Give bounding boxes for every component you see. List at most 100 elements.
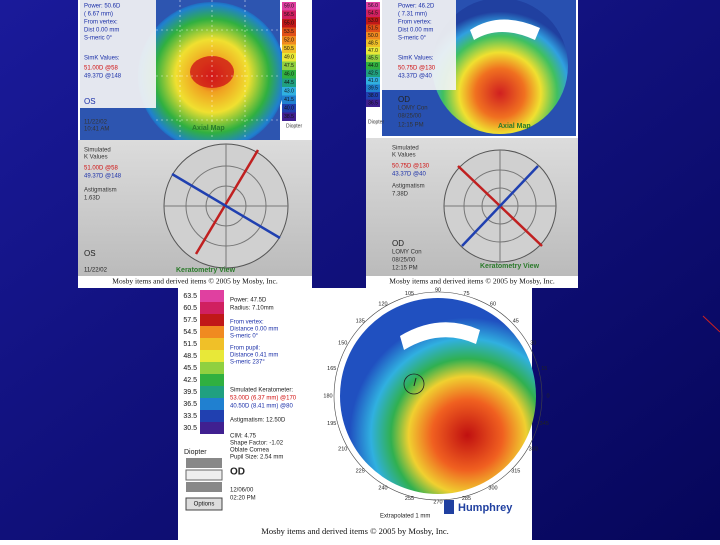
scale-label: 49.0 (284, 55, 294, 61)
k-value: 53.00D (6.37 mm) @170 (230, 396, 297, 402)
kview-steep-axis (194, 149, 260, 255)
panel-bottom: 63.5 60.5 57.5 54.5 51.5 48.5 45.5 42.5 39.5 36.5… (178, 287, 550, 540)
k-value: 50.75D @130 (392, 164, 430, 170)
angle-label: 135 (356, 318, 365, 324)
scale-label: 50.0 (368, 33, 378, 39)
eye: OD (398, 95, 410, 104)
pupil-size: Pupil Size: 2.54 mm (230, 455, 283, 461)
map-zone (470, 19, 540, 40)
scale-label: 44.5 (284, 80, 294, 86)
scale-label: 51.5 (368, 26, 378, 32)
logo-mark (444, 500, 454, 514)
distance: Dist 0.00 mm (398, 28, 433, 34)
date: 08/25/00 (392, 258, 416, 264)
smeric: S-meric 237° (230, 360, 265, 366)
power: Power: 46.2D (398, 4, 435, 10)
unit: Diopter (184, 449, 207, 456)
map-zone (400, 322, 480, 350)
time: 12:15 PM (392, 266, 418, 272)
button[interactable] (186, 458, 222, 468)
radius: ( 7.31 mm) (398, 12, 427, 18)
k-value: 43.37D @40 (392, 172, 426, 178)
angle-label: 0 (546, 393, 549, 399)
label: SimK Values: (84, 56, 120, 62)
angle-label: 45 (513, 318, 519, 324)
k-value: 40.50D (8.41 mm) @80 (230, 404, 293, 410)
label: From vertex: (398, 20, 432, 26)
scale-swatch (200, 374, 224, 386)
scale-swatch (200, 326, 224, 338)
angle-label: 345 (540, 421, 549, 427)
scale-label: 41.0 (368, 78, 378, 84)
scale-swatch (366, 2, 380, 10)
scale-label: 52.0 (284, 38, 294, 44)
date: 12/06/00 (230, 488, 254, 494)
scale-swatch (282, 95, 296, 104)
scale-swatch (366, 99, 380, 107)
scale-swatch (366, 39, 380, 47)
scale-swatch (366, 17, 380, 25)
angle-label: 165 (327, 366, 336, 372)
date: 08/25/00 (398, 114, 422, 120)
scale-label: 42.5 (368, 71, 378, 77)
power: Power: 47.5D (230, 298, 267, 304)
pupil (403, 373, 425, 395)
angle-label: 270 (433, 499, 442, 505)
scale-label: 38.0 (368, 93, 378, 99)
angle-label: 150 (338, 340, 347, 346)
scale-label: 45.5 (183, 365, 197, 372)
angle-label: 225 (356, 468, 365, 474)
scale-label: 48.5 (368, 41, 378, 47)
button[interactable] (185, 469, 223, 481)
distance: Distance 0.00 mm (230, 327, 278, 333)
options-button[interactable] (185, 497, 223, 511)
kview-flat-axis (461, 165, 539, 247)
date: 11/22/02 (84, 268, 108, 274)
k-value: 51.00D @58 (84, 166, 118, 172)
scale-label: 54.5 (183, 329, 197, 336)
scale-swatch (366, 84, 380, 92)
scale-label: 53.0 (368, 18, 378, 24)
k-value: 43.37D @40 (398, 74, 432, 80)
scale-label: 53.5 (284, 29, 294, 35)
caption: Mosby items and derived items © 2005 by … (261, 526, 448, 536)
scale-label: 46.0 (284, 72, 294, 78)
smeric: S-meric 0° (84, 36, 113, 42)
scale-swatch (366, 54, 380, 62)
unit: Diopter (286, 123, 302, 129)
scale-label: 44.0 (368, 63, 378, 69)
angle-label: 120 (378, 302, 387, 308)
scale-swatch (282, 27, 296, 36)
radius: Radius: 7.10mm (230, 306, 274, 312)
label: From vertex: (84, 20, 118, 26)
time: 02:20 PM (230, 496, 256, 502)
angle-label: 60 (490, 302, 496, 308)
caption-bg (366, 276, 578, 288)
shape-factor: Shape Factor: -1.02 (230, 441, 284, 447)
scale-label: 51.5 (183, 341, 197, 348)
scale-label: 30.5 (183, 425, 197, 432)
scale-swatch (366, 62, 380, 70)
info-box (80, 0, 156, 108)
scale-swatch (282, 70, 296, 79)
scale-swatch (200, 398, 224, 410)
k-value: 50.75D @130 (398, 66, 436, 72)
kview-flat-axis (171, 172, 281, 240)
label: From vertex: (230, 320, 264, 326)
topography-map (340, 298, 536, 494)
kview-title: Keratometry View (176, 267, 236, 274)
scale-label: 47.5 (284, 63, 294, 69)
date: 11/22/02 (84, 120, 108, 126)
decor-line (702, 315, 720, 333)
pupil-marker (413, 377, 417, 387)
smeric: S-meric 0° (398, 36, 427, 42)
scale-swatch (366, 32, 380, 40)
scale-label: 39.5 (183, 389, 197, 396)
button[interactable] (186, 482, 222, 492)
map-title: Axial Map (498, 123, 531, 130)
time: 10:41 AM (84, 127, 109, 133)
eye: OS (84, 249, 96, 258)
astigmatism: Astigmatism: 12.50D (230, 418, 286, 424)
scale-label: 63.5 (183, 293, 197, 300)
